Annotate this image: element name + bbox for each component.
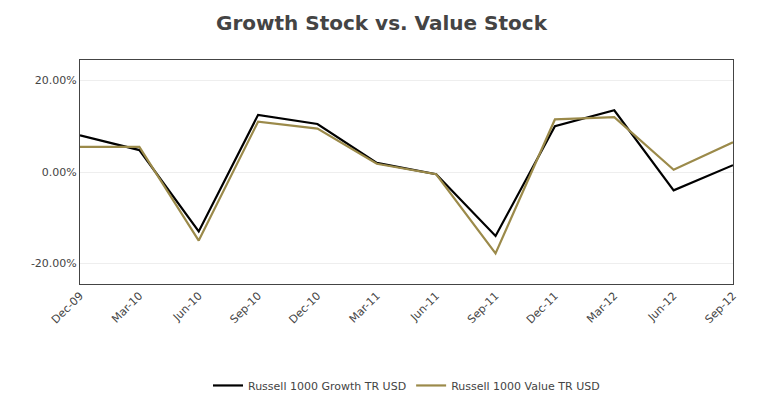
svg-text:-20.00%: -20.00%	[31, 257, 77, 270]
svg-text:Sep-10: Sep-10	[228, 290, 265, 327]
svg-text:Mar-10: Mar-10	[109, 290, 145, 326]
svg-text:Mar-11: Mar-11	[347, 290, 383, 326]
svg-text:Dec-09: Dec-09	[49, 290, 86, 327]
svg-text:Jun-12: Jun-12	[645, 290, 680, 325]
svg-text:Growth Stock vs. Value Stock: Growth Stock vs. Value Stock	[216, 11, 548, 35]
svg-text:Jun-11: Jun-11	[407, 290, 442, 325]
svg-text:Mar-12: Mar-12	[584, 290, 620, 326]
svg-text:Sep-12: Sep-12	[702, 290, 739, 327]
svg-text:Jun-10: Jun-10	[170, 290, 205, 325]
svg-text:Russell 1000 Growth TR USD: Russell 1000 Growth TR USD	[248, 380, 406, 393]
svg-text:Sep-11: Sep-11	[465, 290, 502, 327]
svg-text:Dec-10: Dec-10	[287, 290, 324, 327]
svg-text:Dec-11: Dec-11	[524, 290, 561, 327]
svg-text:Russell 1000 Value TR USD: Russell 1000 Value TR USD	[451, 380, 600, 393]
svg-text:0.00%: 0.00%	[42, 166, 77, 179]
svg-text:20.00%: 20.00%	[35, 74, 77, 87]
